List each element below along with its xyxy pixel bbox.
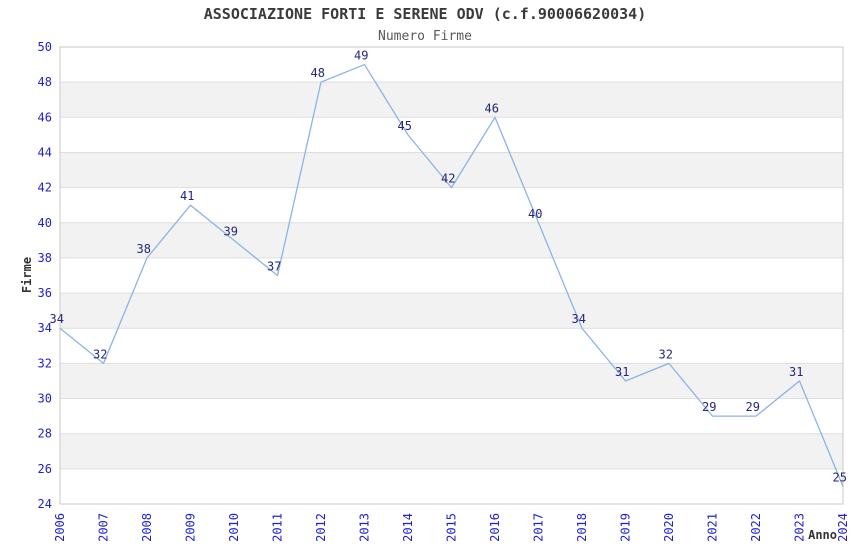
point-label: 31 [615, 365, 629, 379]
point-label: 42 [441, 172, 455, 186]
point-label: 25 [833, 470, 847, 484]
plot-border [59, 46, 844, 505]
y-tick-label: 34 [38, 321, 52, 335]
x-tick-label: 2016 [488, 513, 502, 542]
point-label: 32 [659, 347, 673, 361]
point-label: 41 [180, 189, 194, 203]
y-tick-label: 50 [38, 40, 52, 54]
x-tick-label: 2023 [793, 513, 807, 542]
plot-band [60, 82, 843, 118]
y-tick-label: 46 [38, 110, 52, 124]
y-tick-label: 28 [38, 427, 52, 441]
point-label: 45 [398, 119, 412, 133]
x-tick-label: 2024 [836, 513, 850, 542]
x-tick-label: 2022 [749, 513, 763, 542]
point-label: 29 [702, 400, 716, 414]
plot-band [60, 328, 843, 364]
plot-band [60, 222, 843, 258]
point-label: 49 [354, 49, 368, 63]
point-label: 37 [267, 260, 281, 274]
point-label: 40 [528, 207, 542, 221]
point-label: 34 [50, 312, 64, 326]
y-tick-label: 26 [38, 462, 52, 476]
point-label: 38 [137, 242, 151, 256]
point-label: 39 [224, 224, 238, 238]
point-label: 34 [572, 312, 586, 326]
x-tick-label: 2015 [445, 513, 459, 542]
point-label: 32 [93, 347, 107, 361]
plot-band [60, 363, 843, 399]
y-tick-label: 42 [38, 181, 52, 195]
x-tick-label: 2014 [401, 513, 415, 542]
plot-band [60, 468, 843, 504]
point-label: 29 [746, 400, 760, 414]
x-tick-label: 2007 [97, 513, 111, 542]
chart-subtitle: Numero Firme [378, 29, 472, 44]
plot-band [60, 47, 843, 83]
y-tick-label: 24 [38, 497, 52, 511]
y-tick-label: 40 [38, 216, 52, 230]
x-tick-label: 2020 [662, 513, 676, 542]
point-label: 31 [789, 365, 803, 379]
x-tick-label: 2019 [619, 513, 633, 542]
x-tick-label: 2011 [271, 513, 285, 542]
x-tick-label: 2013 [358, 513, 372, 542]
y-tick-label: 36 [38, 286, 52, 300]
plot-band [60, 433, 843, 469]
y-tick-label: 48 [38, 75, 52, 89]
plot-band [60, 293, 843, 329]
line-series [59, 63, 844, 488]
x-tick-label: 2021 [706, 513, 720, 542]
x-tick-label: 2017 [532, 513, 546, 542]
x-tick-label: 2018 [575, 513, 589, 542]
plot-band [60, 117, 843, 153]
plot-band [60, 187, 843, 223]
y-tick-label: 32 [38, 356, 52, 370]
y-tick-label: 44 [38, 145, 52, 159]
x-tick-label: 2006 [53, 513, 67, 542]
plot-band [60, 257, 843, 294]
x-tick-label: 2010 [227, 513, 241, 542]
chart-title: ASSOCIAZIONE FORTI E SERENE ODV (c.f.900… [203, 5, 647, 23]
x-tick-label: 2008 [140, 513, 154, 542]
y-tick-label: 38 [38, 251, 52, 265]
x-axis-label: Anno [808, 528, 837, 542]
x-tick-label: 2012 [314, 513, 328, 542]
y-tick-label: 30 [38, 392, 52, 406]
x-tick-label: 2009 [184, 513, 198, 542]
point-label: 48 [311, 66, 325, 80]
point-label: 46 [485, 101, 499, 115]
plot-band [60, 152, 843, 188]
